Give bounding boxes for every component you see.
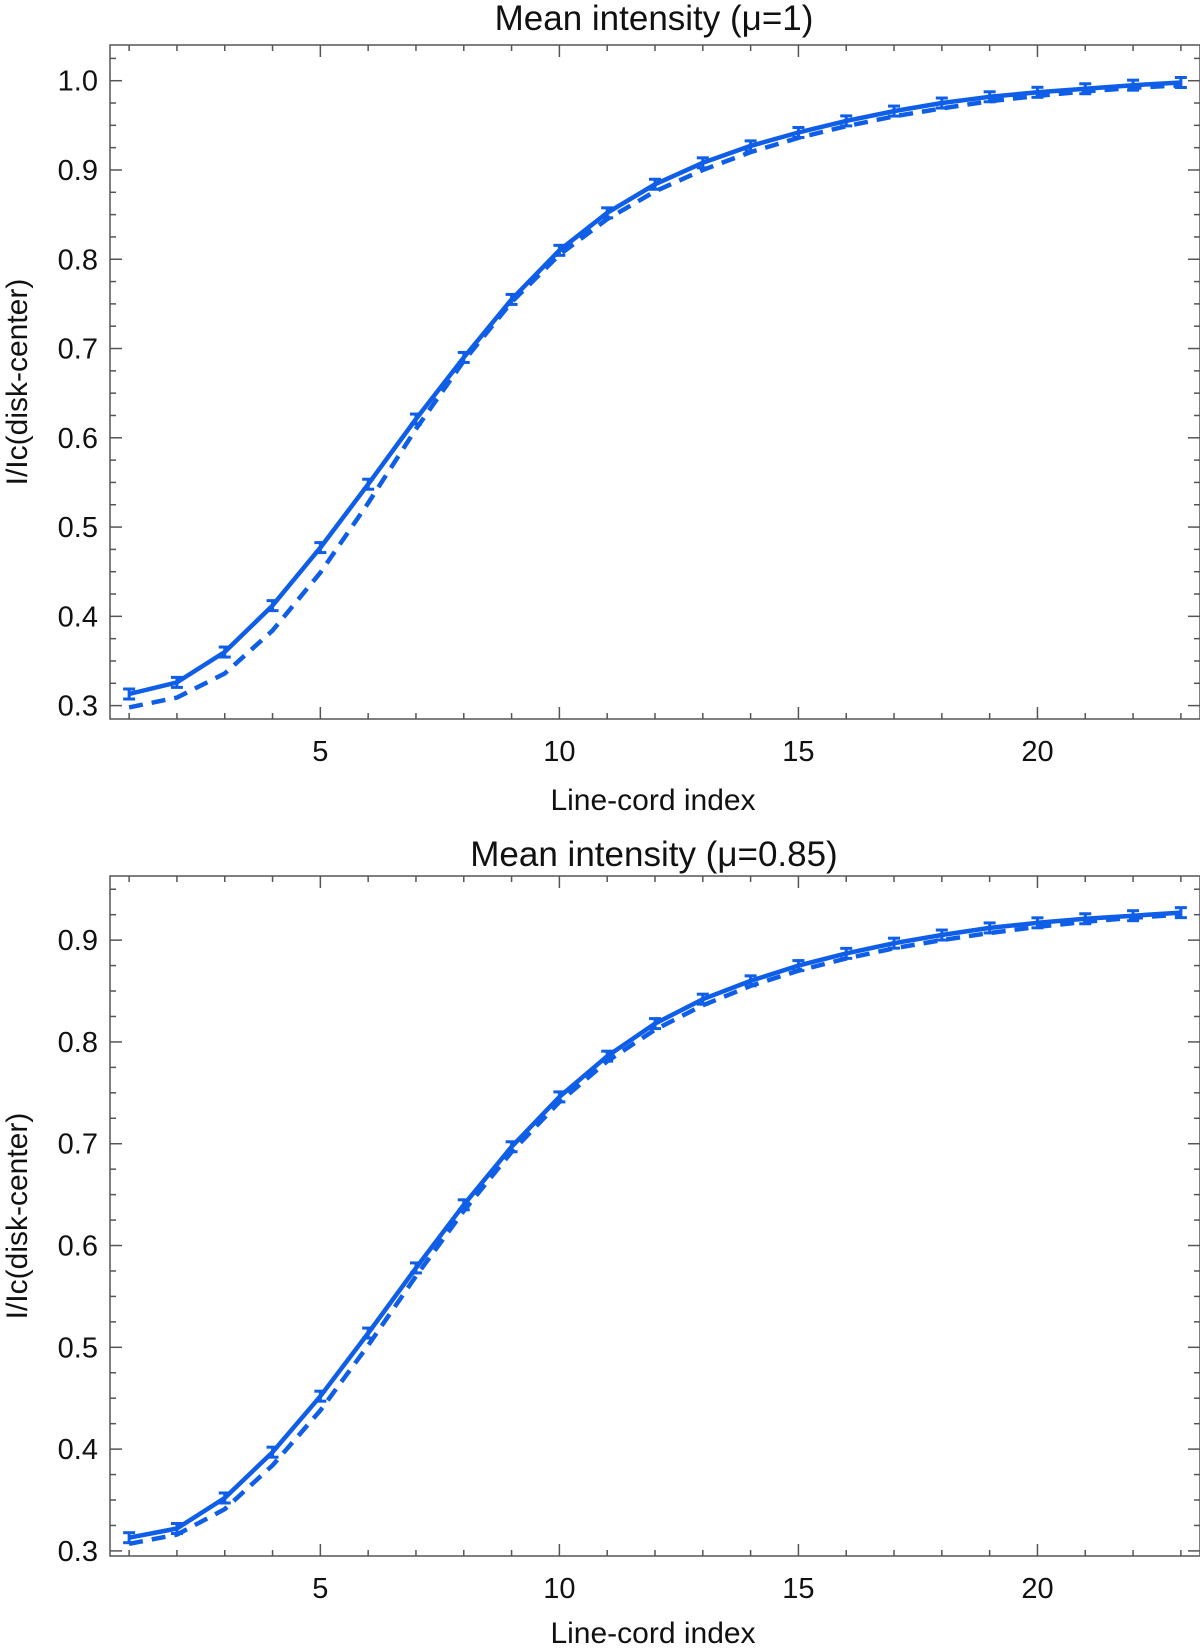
y-tick-label: 0.6 xyxy=(58,423,98,455)
y-tick-label: 0.9 xyxy=(58,925,98,957)
data-point xyxy=(123,687,136,701)
data-point xyxy=(170,675,183,689)
y-axis-label: I/Ic(disk-center) xyxy=(1,279,34,486)
x-tick-label: 10 xyxy=(543,1573,575,1605)
data-point xyxy=(649,1017,661,1031)
plot-series xyxy=(123,75,1187,710)
data-point xyxy=(553,243,566,257)
data-point xyxy=(409,1261,422,1275)
data-point xyxy=(935,928,948,942)
data-point xyxy=(266,599,279,613)
x-axis-label: Line-cord index xyxy=(550,1617,755,1645)
x-axis: 5 10 15 20 xyxy=(128,45,1182,768)
data-point xyxy=(457,350,470,364)
x-tick-label: 5 xyxy=(312,1573,328,1605)
y-tick-label: 0.8 xyxy=(58,244,98,276)
x-axis-label: Line-cord index xyxy=(550,784,755,817)
y-tick-label: 0.4 xyxy=(58,1434,98,1466)
y-tick-label: 0.7 xyxy=(58,334,98,366)
series-line-solid xyxy=(128,80,1182,697)
chart-mu-1: Mean intensity (μ=1) 0.30.40.50.60.70.80… xyxy=(1,0,1200,817)
y-tick-label: 0.4 xyxy=(58,601,98,633)
chart-mu-0-85: Mean intensity (μ=0.85) 0.30.40.50.60.70… xyxy=(1,835,1200,1650)
y-tick-label: 0.9 xyxy=(58,155,98,187)
plot-series xyxy=(123,906,1187,1547)
y-axis-label: I/Ic(disk-center) xyxy=(1,1113,34,1320)
x-tick-label: 20 xyxy=(1021,736,1053,768)
series-line-dashed xyxy=(128,912,1182,1547)
y-tick-label: 0.7 xyxy=(58,1129,98,1161)
y-tick-label: 0.6 xyxy=(58,1231,98,1263)
x-tick-label: 15 xyxy=(782,736,814,768)
data-point xyxy=(266,1445,279,1459)
data-point xyxy=(218,645,231,659)
y-tick-label: 1.0 xyxy=(58,66,98,98)
data-point xyxy=(362,477,375,491)
series-line-solid xyxy=(128,910,1182,1540)
x-tick-label: 10 xyxy=(543,736,575,768)
plot-frame xyxy=(109,44,1200,720)
chart-title: Mean intensity (μ=0.85) xyxy=(470,835,837,874)
data-point xyxy=(314,541,327,555)
x-axis: 5 10 15 20 xyxy=(128,876,1182,1605)
y-axis: 0.3 0.4 0.5 0.6 0.7 0.8 0.9 xyxy=(58,888,1200,1568)
y-tick-label: 0.5 xyxy=(58,1332,98,1364)
y-tick-label: 0.5 xyxy=(58,512,98,544)
y-tick-label: 0.8 xyxy=(58,1027,98,1059)
x-tick-label: 15 xyxy=(782,1573,814,1605)
data-point xyxy=(314,1389,327,1403)
series-line-dashed xyxy=(128,82,1182,710)
x-tick-label: 5 xyxy=(312,736,328,768)
y-tick-label: 0.3 xyxy=(58,691,98,723)
y-axis: 0.3 0.4 0.5 0.6 0.7 0.8 0.9 1.0 xyxy=(58,57,1200,723)
x-tick-label: 20 xyxy=(1021,1573,1053,1605)
y-tick-label: 0.3 xyxy=(58,1536,98,1568)
chart-title: Mean intensity (μ=1) xyxy=(495,0,814,38)
data-point xyxy=(218,1491,231,1505)
